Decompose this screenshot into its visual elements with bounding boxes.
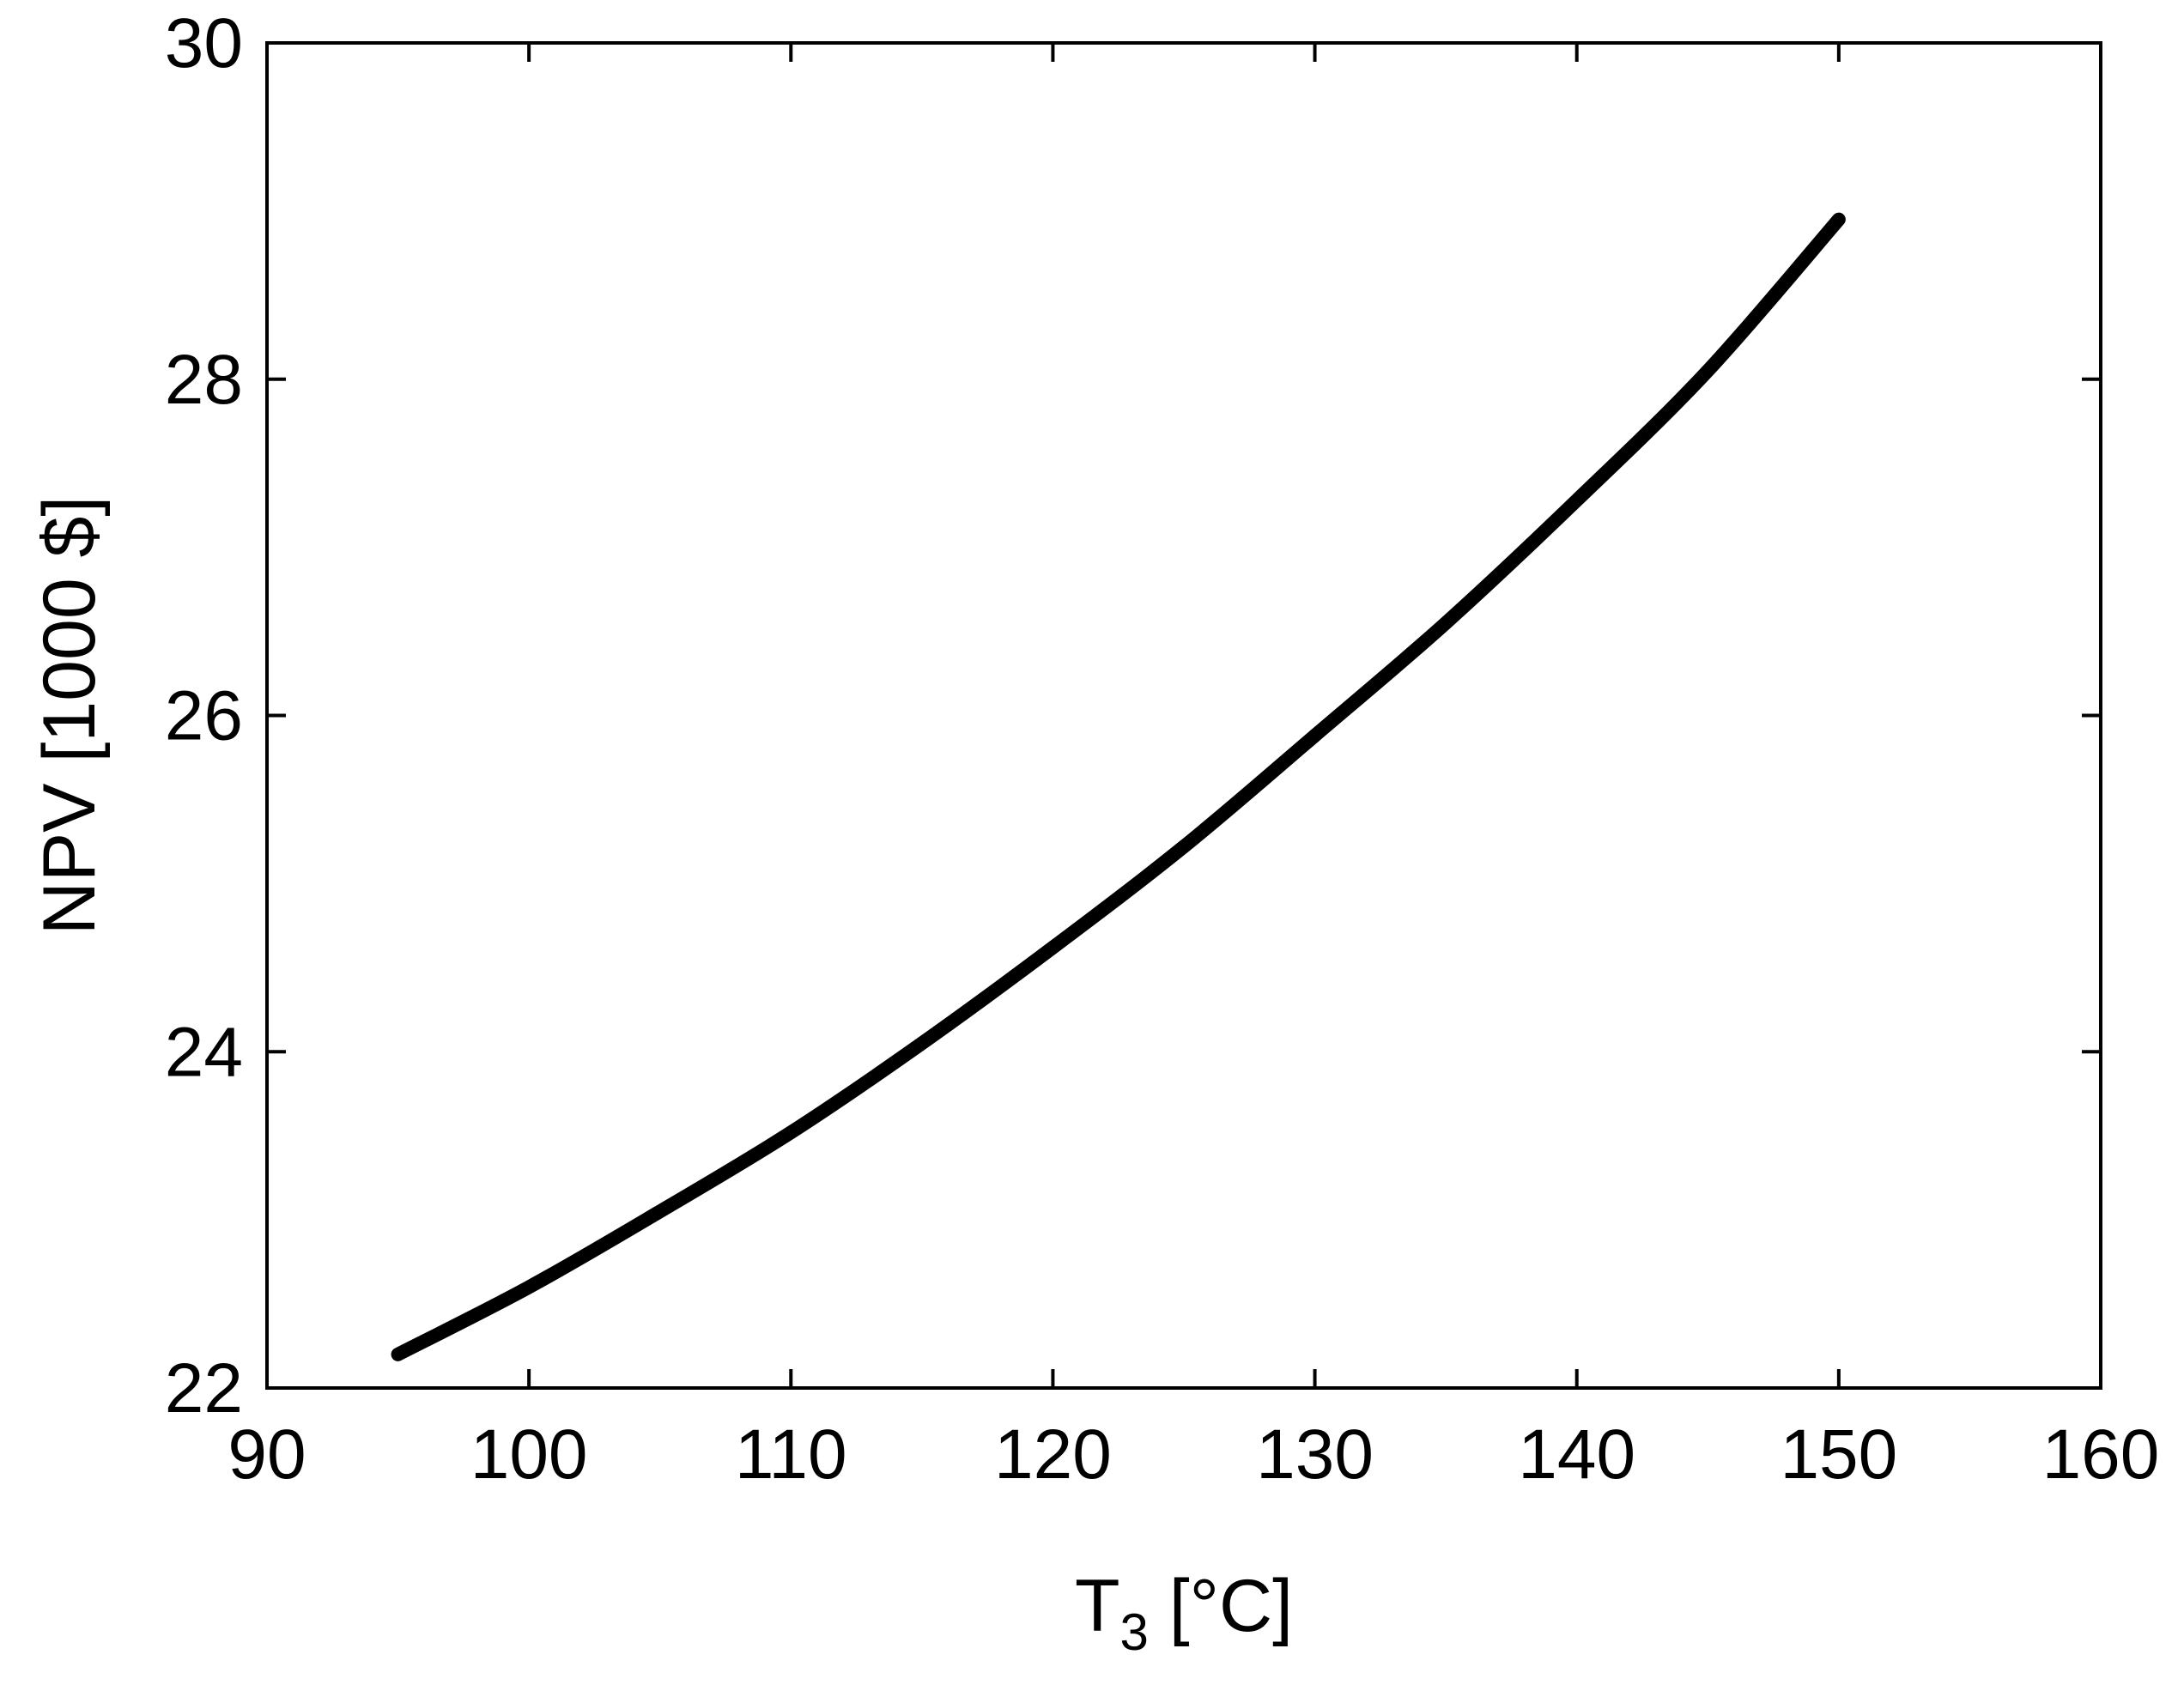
x-tick-label: 150 — [1780, 1415, 1897, 1494]
x-tick-label: 160 — [2042, 1415, 2160, 1494]
y-tick-label: 28 — [165, 341, 243, 419]
x-tick-label: 140 — [1518, 1415, 1635, 1494]
y-tick-label: 26 — [165, 677, 243, 755]
x-tick-label: 130 — [1256, 1415, 1374, 1494]
x-axis-title-suffix: [°C] — [1149, 1565, 1293, 1647]
x-axis-title-main: T — [1075, 1565, 1120, 1647]
x-axis-title-subscript: 3 — [1119, 1603, 1148, 1661]
x-tick-label: 110 — [735, 1415, 847, 1494]
x-tick-label: 120 — [994, 1415, 1112, 1494]
x-tick-labels: 90 100 110 120 130 140 150 160 — [228, 1415, 2159, 1494]
x-tick-label: 100 — [470, 1415, 588, 1494]
y-tick-label: 24 — [165, 1013, 243, 1091]
y-axis-title: NPV [1000 $] — [28, 496, 111, 936]
x-tick-label: 90 — [228, 1415, 306, 1494]
axis-ticks — [265, 41, 2102, 1390]
y-tick-label: 22 — [165, 1349, 243, 1427]
y-tick-labels: 22 24 26 28 30 — [165, 4, 243, 1427]
series-line — [391, 212, 1846, 1361]
y-tick-label: 30 — [165, 4, 243, 82]
x-axis-title: T3 [°C] — [1075, 1565, 1293, 1661]
